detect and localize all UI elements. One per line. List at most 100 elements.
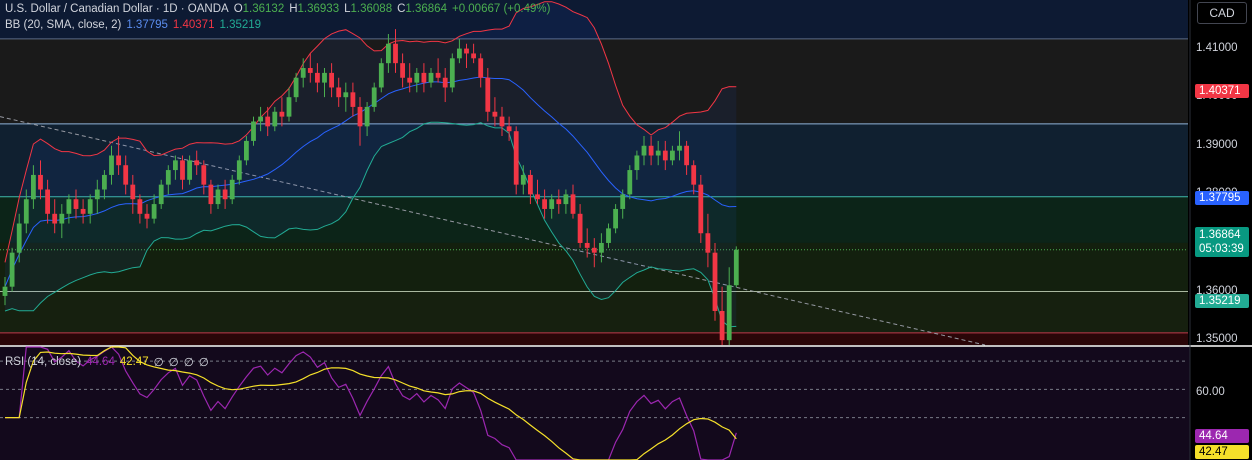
candle xyxy=(329,63,334,98)
candle-body xyxy=(31,174,36,200)
candle-body xyxy=(201,165,207,185)
candle xyxy=(549,194,555,219)
symbol-legend[interactable]: U.S. Dollar / Canadian Dollar · 1D · OAN… xyxy=(5,3,555,15)
candle-body xyxy=(414,72,420,83)
candle xyxy=(719,286,725,345)
candle xyxy=(102,170,107,200)
candle xyxy=(236,155,242,185)
candle-body xyxy=(208,184,214,205)
candle xyxy=(570,184,576,219)
candle xyxy=(350,82,356,117)
candle xyxy=(634,150,640,180)
candle xyxy=(300,58,306,88)
candle-body xyxy=(258,116,263,122)
bb-lower-tag: 1.35219 xyxy=(1195,294,1249,308)
candle xyxy=(627,165,633,200)
candlesticks[interactable] xyxy=(2,29,739,345)
candle-body xyxy=(535,194,540,200)
candle xyxy=(705,213,711,268)
candle-body xyxy=(606,228,611,243)
candle xyxy=(613,204,618,234)
bb-name[interactable]: BB (20, SMA, close, 2) xyxy=(5,19,122,31)
candle xyxy=(421,63,427,93)
candle xyxy=(87,194,93,224)
candle-body xyxy=(286,97,292,117)
candle-body xyxy=(570,194,576,214)
candle-body xyxy=(705,233,711,253)
candle-body xyxy=(449,58,455,88)
candle xyxy=(38,160,43,200)
rsi-axis-tick: 60.00 xyxy=(1196,386,1225,398)
candle xyxy=(123,155,129,195)
close-label: C xyxy=(397,3,406,15)
rsi-name[interactable]: RSI (14, close) xyxy=(5,356,82,368)
candle xyxy=(244,136,249,166)
candle-body xyxy=(229,179,235,200)
candle xyxy=(158,179,164,209)
rsi-value: 44.64 xyxy=(86,356,115,368)
candle-body xyxy=(677,145,682,151)
zone-red xyxy=(0,332,1188,345)
candle-body xyxy=(620,194,626,209)
candle-body xyxy=(336,87,342,98)
candle xyxy=(655,140,661,166)
candle xyxy=(449,53,455,93)
candle-body xyxy=(655,150,661,156)
candle-body xyxy=(513,131,519,185)
candle xyxy=(542,189,547,219)
candle xyxy=(428,68,434,88)
candle-body xyxy=(670,150,675,161)
candle-body xyxy=(662,150,668,161)
rsi-pane[interactable] xyxy=(0,346,1188,460)
candle xyxy=(109,145,114,185)
high-label: H xyxy=(289,3,298,15)
candle-body xyxy=(599,242,604,253)
candle xyxy=(464,43,469,69)
rsi-extra-2: ∅ xyxy=(168,357,179,369)
high-value: 1.36933 xyxy=(297,3,340,15)
last-price-tag: 1.36864 05:03:39 xyxy=(1195,227,1249,257)
bb-legend[interactable]: BB (20, SMA, close, 2) 1.37795 1.40371 1… xyxy=(5,19,266,31)
candle-body xyxy=(109,155,114,175)
candle xyxy=(31,165,36,209)
symbol-name[interactable]: U.S. Dollar / Canadian Dollar · 1D · OAN… xyxy=(5,3,229,15)
candle-body xyxy=(471,53,476,59)
candle-body xyxy=(464,48,469,54)
candle xyxy=(435,58,441,83)
candle-body xyxy=(684,145,689,166)
candle xyxy=(336,77,342,107)
candle-body xyxy=(712,252,718,311)
candle-body xyxy=(421,72,427,83)
candle xyxy=(726,267,732,345)
candle xyxy=(513,126,519,195)
candle xyxy=(265,106,271,137)
candle xyxy=(662,140,668,171)
candle-body xyxy=(300,68,306,78)
currency-selector[interactable]: CAD xyxy=(1197,2,1247,24)
candle-body xyxy=(641,145,647,156)
bb-basis-tag: 1.37795 xyxy=(1195,191,1249,205)
candle-body xyxy=(16,223,22,253)
candle-body xyxy=(137,199,143,214)
candle xyxy=(378,58,384,93)
rsi-legend[interactable]: RSI (14, close) 44.64 42.47 ∅ ∅ ∅ ∅ xyxy=(5,355,214,369)
candle xyxy=(457,38,462,64)
candle-body xyxy=(307,68,313,73)
candle-body xyxy=(279,111,285,117)
candle-body xyxy=(584,242,590,248)
candle-body xyxy=(442,77,448,88)
candle-body xyxy=(492,111,498,117)
candle xyxy=(16,213,22,263)
candle xyxy=(165,165,171,195)
candle xyxy=(194,150,200,175)
candle xyxy=(66,194,72,224)
candle-body xyxy=(357,106,363,127)
candle xyxy=(357,97,363,146)
candle xyxy=(201,160,207,195)
candle-body xyxy=(80,208,86,214)
candle-body xyxy=(9,252,15,287)
candle-body xyxy=(719,310,725,341)
candle xyxy=(584,228,590,258)
candle-body xyxy=(350,92,356,107)
